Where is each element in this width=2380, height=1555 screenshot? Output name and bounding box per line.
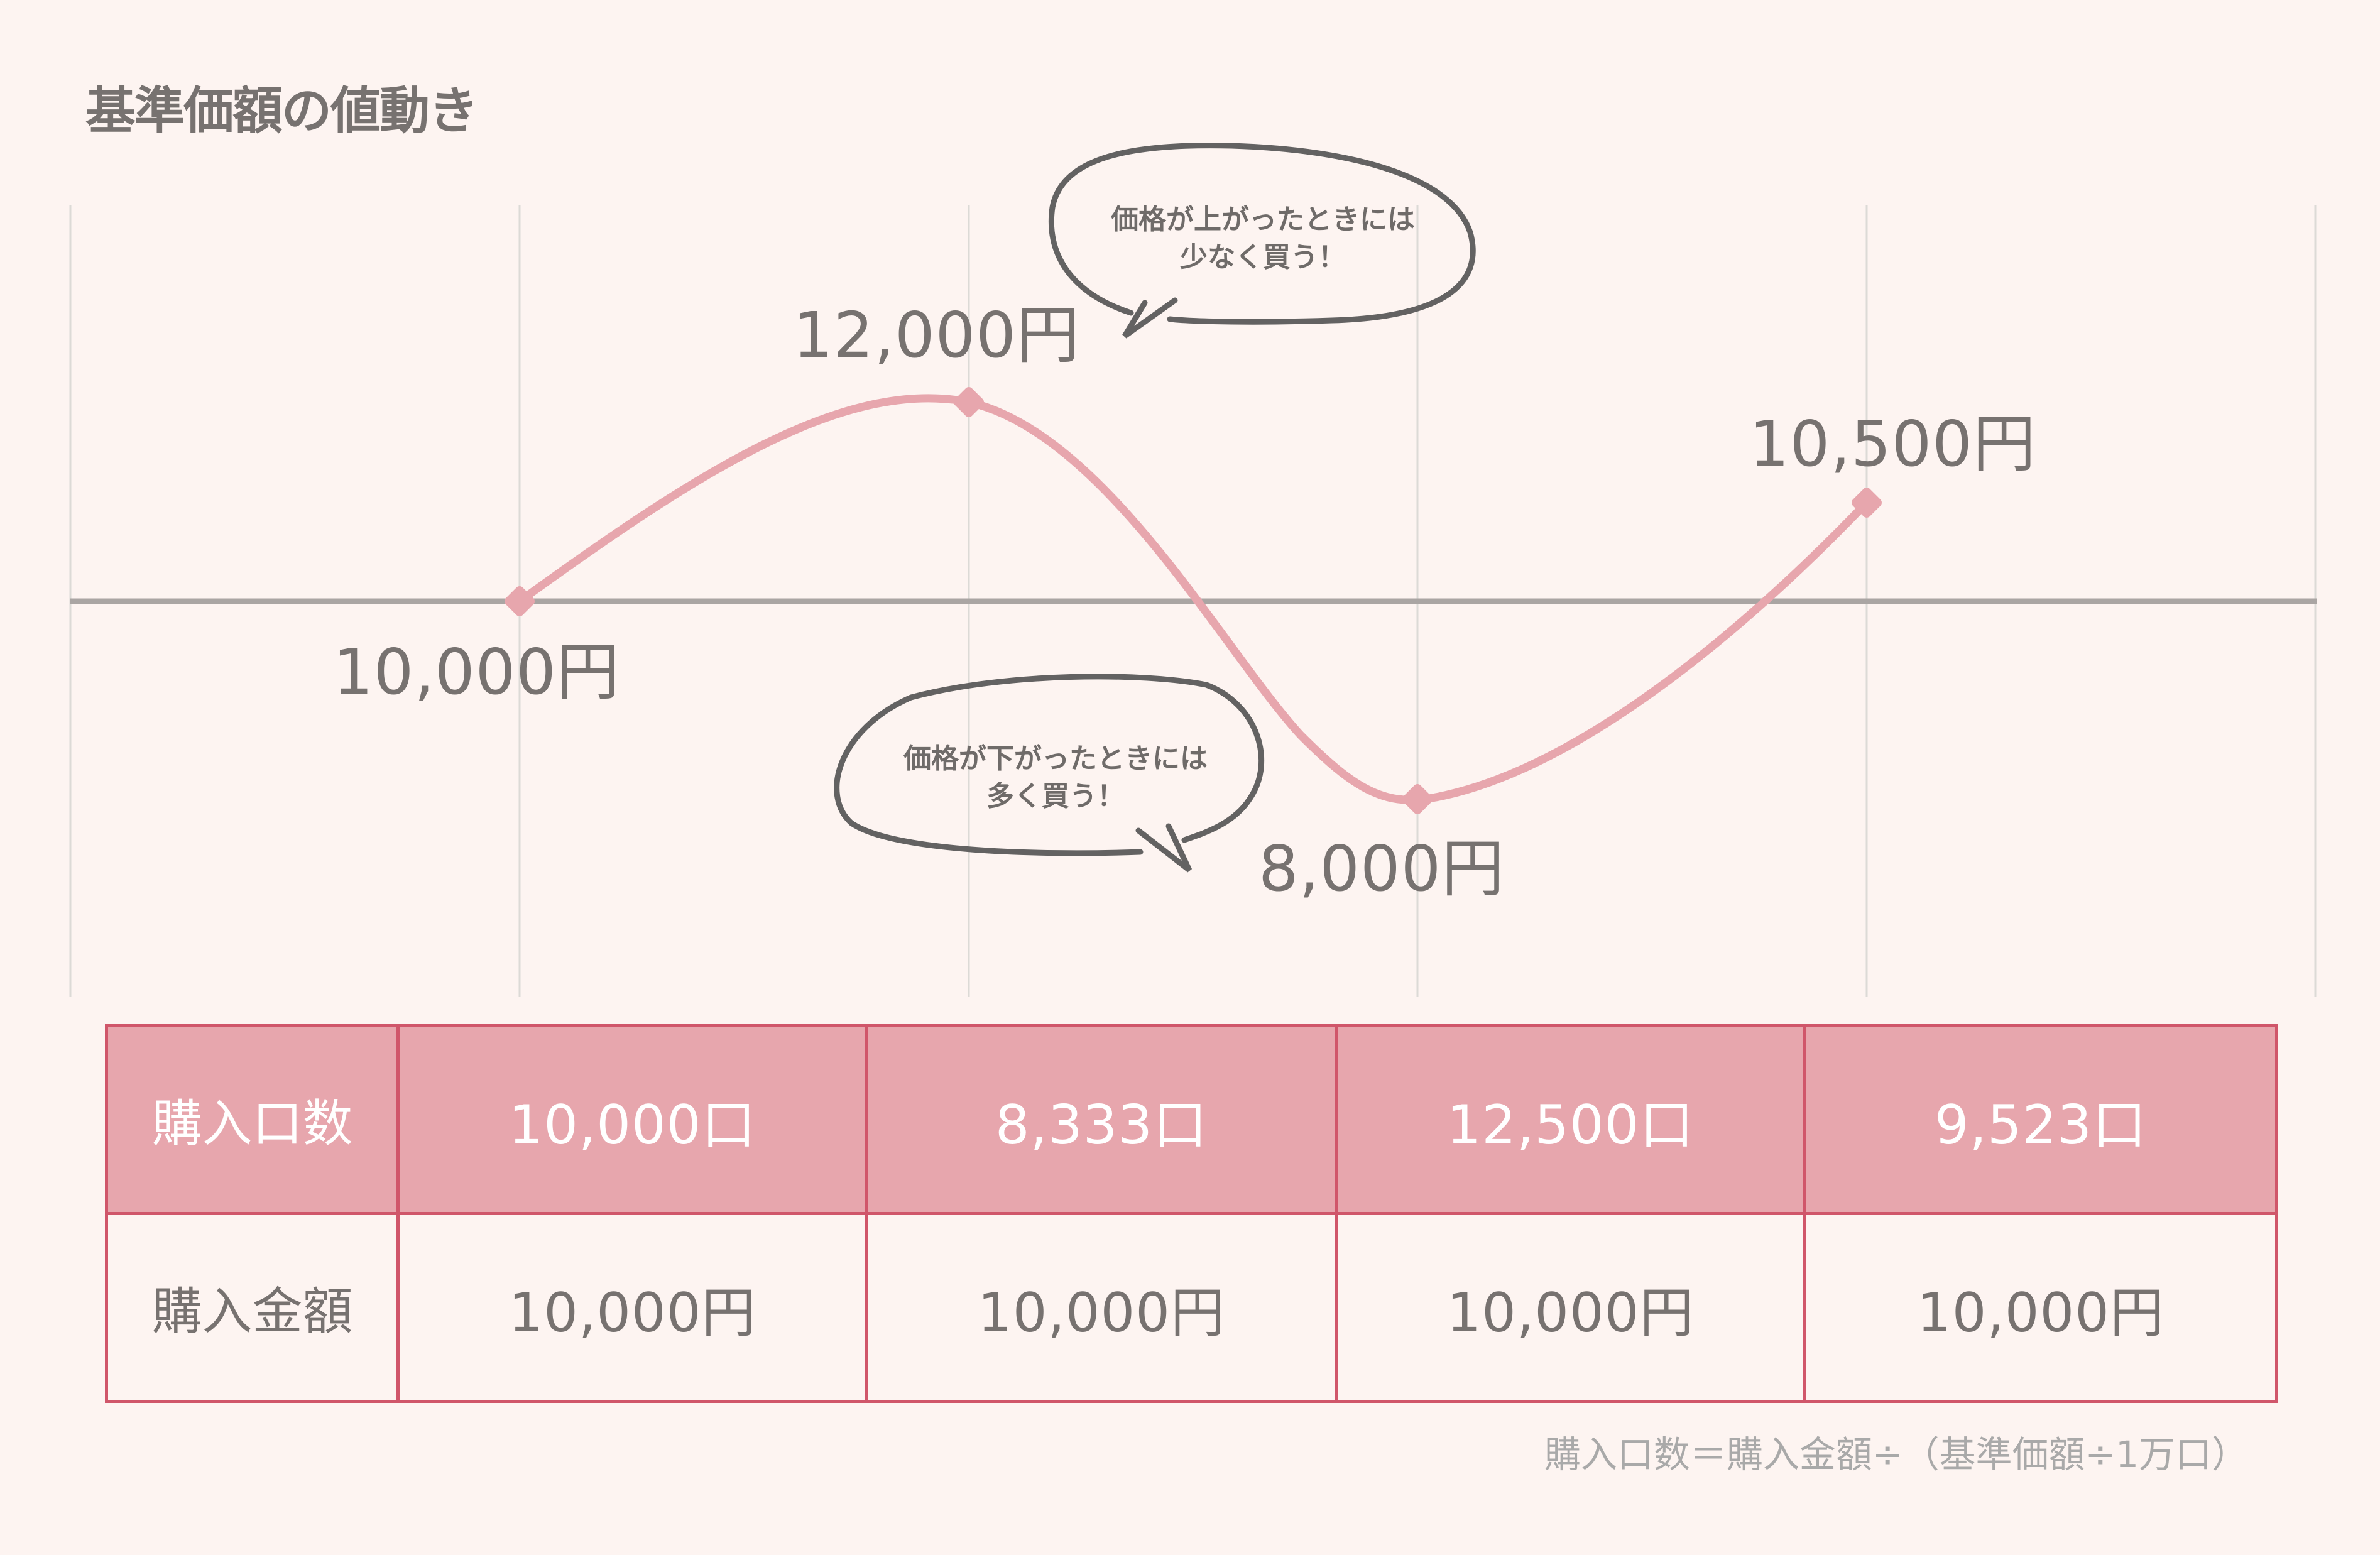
table-cell: 10,000円 <box>1803 1212 2278 1403</box>
point-marker-1 <box>505 586 535 616</box>
table-cell: 10,000円 <box>396 1212 868 1403</box>
table-cell: 10,000円 <box>865 1212 1338 1403</box>
bubble-down-line1: 価格が下がったときには <box>903 743 1208 775</box>
speech-bubble-up <box>1048 143 1476 339</box>
bubble-up-line1: 価格が上がったときには <box>1111 204 1415 236</box>
bubble-text-up: 価格が上がったときには 少なく買う！ <box>1068 201 1458 276</box>
table-cell: 8,333口 <box>865 1024 1338 1215</box>
point-marker-3 <box>1402 784 1433 814</box>
point-marker-4 <box>1852 488 1882 518</box>
table-row-amount: 購入金額 10,000円 10,000円 10,000円 10,000円 <box>105 1212 2278 1403</box>
data-label-4: 10,500円 <box>1749 407 2036 481</box>
point-marker-2 <box>954 387 984 417</box>
data-label-2: 12,000円 <box>793 298 1080 372</box>
chart-title: 基準価額の値動き <box>85 82 479 140</box>
row-header-amount: 購入金額 <box>105 1212 400 1403</box>
table-cell: 9,523口 <box>1803 1024 2278 1215</box>
table-cell: 10,000口 <box>396 1024 868 1215</box>
speech-bubble-down <box>834 674 1265 873</box>
table-cell: 12,500口 <box>1335 1024 1806 1215</box>
bubble-text-down: 価格が下がったときには 多く買う！ <box>858 740 1253 816</box>
bubble-down-line2: 多く買う！ <box>986 780 1125 812</box>
row-header-units: 購入口数 <box>105 1024 400 1215</box>
price-line <box>515 394 1871 804</box>
purchase-table: 購入口数 10,000口 8,333口 12,500口 9,523口 購入金額 … <box>105 1024 2278 1403</box>
bubble-up-line2: 少なく買う！ <box>1180 241 1346 273</box>
table-cell: 10,000円 <box>1335 1212 1806 1403</box>
data-label-3: 8,000円 <box>1258 832 1505 905</box>
data-label-1: 10,000円 <box>333 635 620 709</box>
table-row-units: 購入口数 10,000口 8,333口 12,500口 9,523口 <box>105 1024 2278 1215</box>
footnote: 購入口数＝購入金額÷（基準価額÷1万口） <box>1544 1433 2248 1476</box>
